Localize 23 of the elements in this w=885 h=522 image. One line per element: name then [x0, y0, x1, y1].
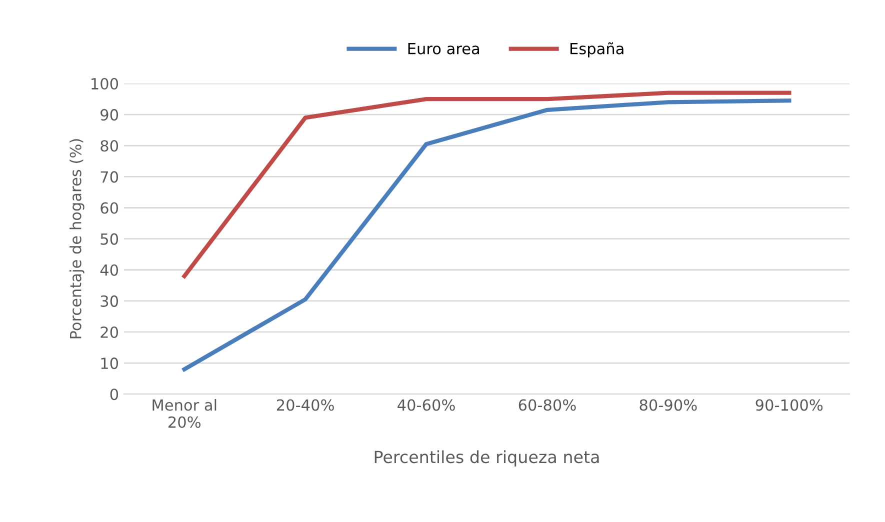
y-tick-label: 70: [100, 171, 118, 183]
line-series: [182, 90, 792, 278]
y-tick-label: 0: [110, 388, 118, 400]
x-axis-title: Percentiles de riqueza neta: [374, 450, 599, 466]
y-tick-label: 10: [101, 358, 118, 370]
x-tick-label: 90-100%: [756, 399, 823, 411]
y-tick-label: 80: [100, 140, 118, 152]
y-tick-label: 60: [100, 202, 118, 214]
x-tick-label: 40-60%: [398, 399, 455, 411]
x-tick-label: 20-40%: [276, 399, 334, 411]
x-tick-label: Menor al 20%: [152, 398, 216, 428]
legend-label: España: [570, 42, 624, 58]
legend-label: Euro area: [408, 43, 479, 54]
x-tick-label: 60-80%: [518, 399, 576, 411]
y-tick-label: 90: [100, 109, 118, 121]
y-tick-label: 20: [100, 326, 118, 338]
line-series: [182, 98, 792, 372]
y-tick-label: 100: [92, 78, 118, 90]
x-tick-label: 80-90%: [640, 399, 697, 411]
y-tick-label: 40: [100, 264, 118, 276]
y-tick-label: 50: [100, 233, 118, 245]
y-axis-title: Porcentaje de hogares (%): [70, 139, 84, 338]
y-tick-label: 30: [100, 295, 118, 307]
